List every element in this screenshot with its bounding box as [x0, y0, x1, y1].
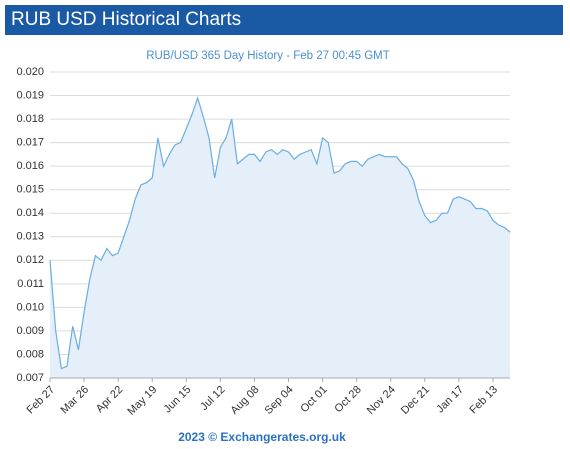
y-tick-label: 0.016 — [16, 160, 44, 172]
y-tick-label: 0.020 — [16, 66, 44, 78]
footer: 2023 © Exchangerates.org.uk — [178, 430, 346, 444]
y-tick-label: 0.009 — [16, 325, 44, 337]
x-tick-label: Nov 24 — [365, 384, 398, 417]
x-tick-label: Apr 22 — [94, 384, 125, 415]
x-tick-label: Oct 01 — [298, 384, 329, 415]
x-tick-label: Feb 13 — [467, 384, 500, 417]
y-tick-label: 0.019 — [16, 89, 44, 101]
x-tick-label: Dec 21 — [399, 384, 432, 417]
y-tick-label: 0.014 — [16, 207, 44, 219]
area-fill — [50, 97, 510, 379]
x-tick-label: May 19 — [125, 384, 159, 418]
header-title: RUB USD Historical Charts — [5, 5, 563, 35]
chart-title: RUB/USD 365 Day History - Feb 27 00:45 G… — [146, 50, 390, 62]
x-tick-label: Feb 27 — [24, 384, 57, 417]
x-tick-label: Jul 12 — [198, 384, 227, 413]
y-tick-label: 0.012 — [16, 254, 44, 266]
y-tick-label: 0.015 — [16, 184, 44, 196]
y-tick-label: 0.011 — [17, 278, 44, 290]
x-tick-label: Mar 26 — [59, 384, 92, 417]
x-tick-label: Aug 08 — [228, 384, 261, 417]
x-tick-label: Jun 15 — [162, 384, 194, 416]
y-tick-label: 0.008 — [16, 348, 44, 360]
line — [49, 95, 511, 370]
x-tick-label: Oct 28 — [332, 384, 363, 415]
y-tick-label: 0.007 — [16, 372, 44, 384]
y-tick-label: 0.013 — [16, 231, 44, 243]
y-tick-label: 0.010 — [16, 301, 44, 313]
y-tick-label: 0.017 — [16, 137, 44, 149]
y-tick-label: 0.018 — [16, 113, 44, 125]
x-tick-label: Jan 17 — [434, 384, 466, 416]
x-tick-label: Sep 04 — [263, 384, 296, 417]
